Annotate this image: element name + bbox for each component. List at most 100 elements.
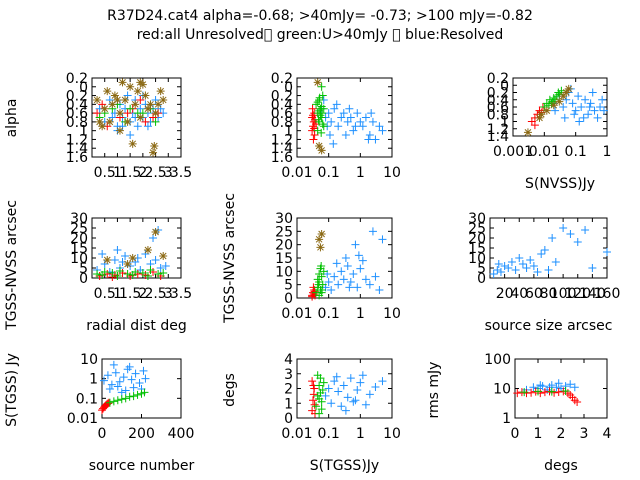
data-point	[586, 99, 595, 108]
y-tick-label: 0.6	[271, 106, 293, 122]
data-point	[105, 384, 114, 393]
data-point	[110, 256, 119, 264]
y-tick-label: 30	[468, 211, 486, 227]
data-point	[351, 240, 360, 249]
data-point	[361, 400, 370, 409]
data-point	[526, 256, 535, 264]
data-point	[313, 275, 322, 284]
data-point	[596, 103, 605, 111]
data-point	[364, 135, 373, 144]
data-point	[560, 113, 569, 122]
data-point	[103, 256, 112, 264]
x-tick-label: 3	[580, 426, 589, 442]
data-point	[343, 262, 352, 270]
y-tick-label: 20	[275, 238, 293, 254]
data-point	[500, 262, 509, 270]
data-point	[156, 264, 165, 272]
data-point	[520, 388, 529, 397]
data-point	[371, 135, 380, 144]
data-point	[121, 252, 130, 260]
x-tick-label: 40	[510, 286, 528, 302]
data-point	[588, 264, 597, 272]
data-point	[559, 92, 568, 101]
data-point	[318, 120, 327, 129]
data-point	[103, 371, 112, 380]
x-tick-label: 1	[603, 144, 612, 160]
data-point	[126, 131, 135, 140]
y-tick-label: 3	[284, 367, 293, 383]
data-point	[375, 122, 384, 131]
data-point	[317, 262, 326, 270]
data-point	[603, 248, 611, 256]
data-point	[115, 377, 124, 386]
y-tick-label: 0	[500, 78, 509, 94]
y-tick-label: 4	[284, 352, 293, 368]
x-tick-label: 0.1	[565, 144, 587, 160]
y-tick-label: 0.2	[66, 71, 88, 87]
y-tick-label: 0	[284, 411, 293, 427]
y-tick-label: 0	[477, 271, 486, 287]
data-point	[571, 106, 580, 115]
data-point	[494, 260, 503, 268]
data-point	[337, 267, 346, 276]
data-point	[361, 113, 370, 122]
data-point	[346, 374, 355, 383]
data-point	[317, 230, 326, 238]
data-point	[318, 286, 327, 294]
data-point	[126, 104, 135, 113]
x-tick-label: 1	[356, 426, 365, 442]
data-point	[138, 109, 147, 118]
x-tick-label: 200	[128, 426, 155, 442]
data-point	[136, 78, 145, 87]
data-point	[100, 104, 109, 113]
x-tick-label: 2	[557, 426, 566, 442]
data-point	[315, 235, 324, 244]
data-point	[151, 117, 160, 126]
x-axis-label: source size arcsec	[485, 318, 613, 334]
data-point	[129, 383, 138, 392]
x-tick-label: 3	[164, 165, 173, 181]
data-point	[345, 283, 354, 292]
data-point	[115, 267, 124, 275]
data-point	[136, 104, 145, 113]
data-point	[123, 109, 132, 118]
x-tick-label: 10	[383, 165, 401, 181]
data-point	[559, 224, 568, 232]
data-point	[535, 113, 544, 122]
data-point	[123, 91, 132, 100]
y-tick-label: 1.2	[271, 132, 293, 148]
data-point	[599, 106, 608, 115]
data-point	[128, 139, 137, 148]
data-point	[315, 409, 324, 418]
y-tick-label: 0.1	[76, 391, 98, 407]
data-point	[327, 117, 336, 126]
data-point	[121, 386, 130, 395]
x-tick-label: 60	[525, 286, 543, 302]
x-tick-label: 4	[603, 426, 612, 442]
data-point	[113, 382, 122, 391]
data-point	[131, 100, 140, 109]
x-tick-label: 0.01	[281, 426, 312, 442]
plot-frame	[296, 77, 393, 158]
data-point	[113, 396, 122, 405]
data-point	[98, 250, 107, 258]
data-point	[332, 259, 341, 268]
data-point	[324, 384, 333, 393]
x-tick-label: 3.5	[170, 286, 192, 302]
data-point	[351, 122, 360, 131]
plot-frame	[91, 77, 182, 158]
data-point	[566, 380, 575, 389]
y-axis-label: degs	[222, 373, 238, 407]
x-tick-label: 1.5	[119, 286, 141, 302]
y-tick-label: 0.2	[487, 71, 509, 87]
data-point	[135, 379, 144, 388]
data-point	[313, 98, 322, 107]
y-tick-label: 0	[79, 80, 88, 96]
data-point	[573, 397, 582, 406]
y-tick-label: 0.6	[66, 106, 88, 122]
y-tick-label: 1	[502, 411, 511, 427]
x-tick-label: 0.5	[94, 165, 116, 181]
data-point	[105, 95, 114, 104]
data-point	[367, 109, 376, 118]
